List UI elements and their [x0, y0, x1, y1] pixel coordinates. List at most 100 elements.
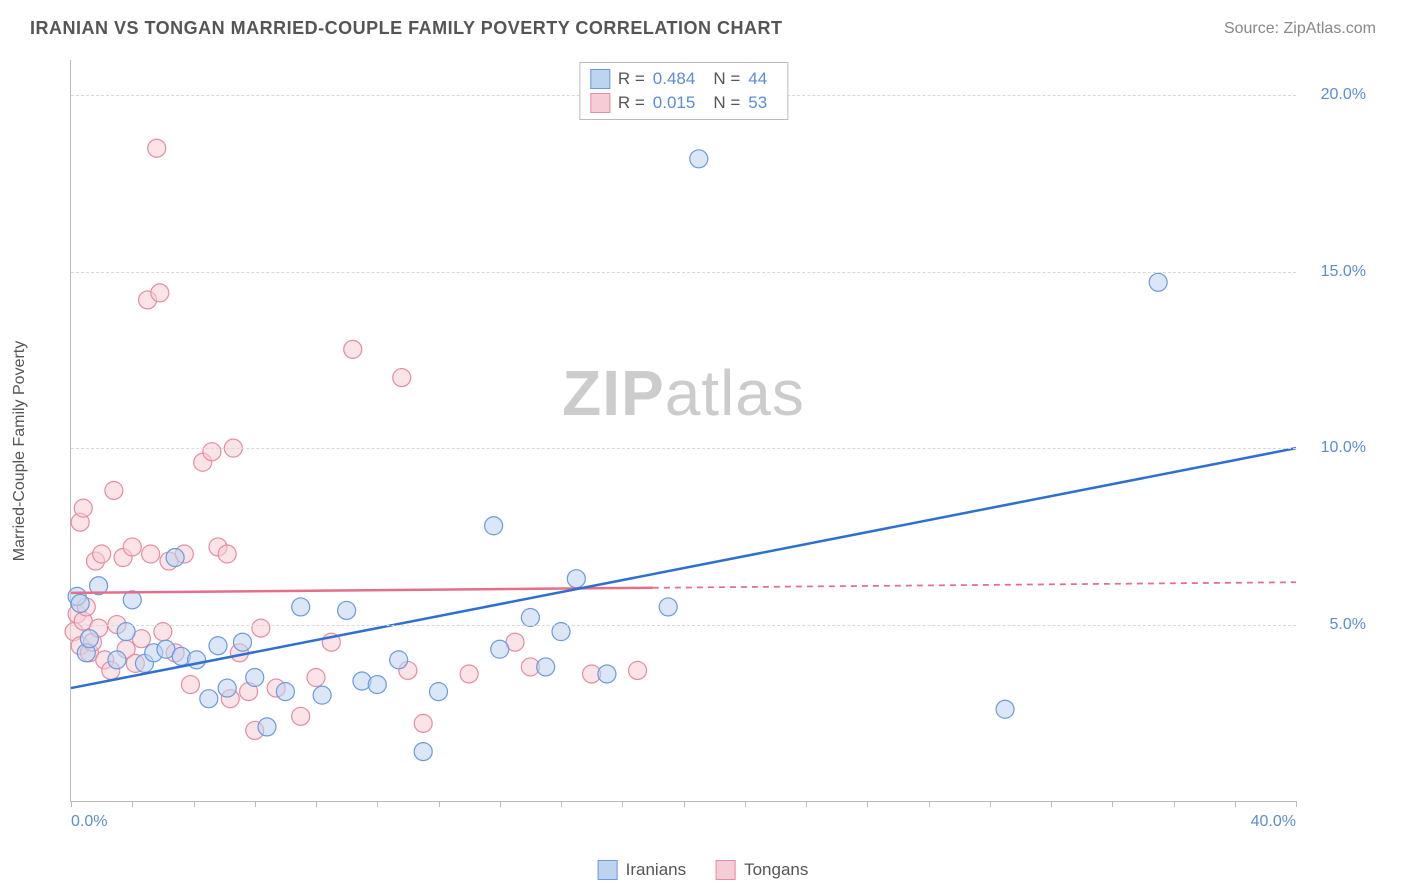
gridline [71, 448, 1296, 449]
data-point [460, 665, 478, 683]
data-point [181, 676, 199, 694]
gridline [71, 272, 1296, 273]
x-tick-mark [684, 801, 685, 807]
x-tick-mark [1112, 801, 1113, 807]
data-point [188, 651, 206, 669]
chart-title: IRANIAN VS TONGAN MARRIED-COUPLE FAMILY … [30, 18, 783, 39]
data-point [71, 594, 89, 612]
chart-svg [71, 60, 1296, 801]
n-value: 53 [748, 93, 767, 113]
legend-item-iranians: Iranians [598, 860, 686, 880]
x-tick-mark [1235, 801, 1236, 807]
swatch-tongans [716, 860, 736, 880]
x-tick-mark [867, 801, 868, 807]
n-value: 44 [748, 69, 767, 89]
data-point [258, 718, 276, 736]
swatch-icon [590, 93, 610, 113]
data-point [629, 661, 647, 679]
x-tick-mark [561, 801, 562, 807]
legend-series: Iranians Tongans [598, 860, 809, 880]
data-point [393, 369, 411, 387]
n-label: N = [713, 93, 740, 113]
data-point [430, 683, 448, 701]
x-tick-mark [377, 801, 378, 807]
r-value: 0.484 [653, 69, 696, 89]
data-point [292, 598, 310, 616]
data-point [80, 630, 98, 648]
data-point [368, 676, 386, 694]
data-point [148, 139, 166, 157]
data-point [108, 651, 126, 669]
data-point [74, 499, 92, 517]
data-point [246, 669, 264, 687]
r-label: R = [618, 69, 645, 89]
data-point [209, 637, 227, 655]
x-tick-mark [194, 801, 195, 807]
legend-correlation-row: R = 0.484 N = 44 [590, 67, 777, 91]
data-point [218, 679, 236, 697]
y-axis-title: Married-Couple Family Poverty [11, 341, 29, 562]
x-tick-mark [1174, 801, 1175, 807]
n-label: N = [713, 69, 740, 89]
gridline [71, 625, 1296, 626]
data-point [105, 481, 123, 499]
data-point [151, 284, 169, 302]
data-point [1149, 273, 1167, 291]
data-point [142, 545, 160, 563]
data-point [659, 598, 677, 616]
data-point [234, 633, 252, 651]
regression-line [653, 582, 1296, 588]
r-value: 0.015 [653, 93, 696, 113]
data-point [307, 669, 325, 687]
x-tick-mark [439, 801, 440, 807]
x-tick-mark [132, 801, 133, 807]
legend-correlation-row: R = 0.015 N = 53 [590, 91, 777, 115]
legend-label-tongans: Tongans [744, 860, 808, 880]
x-tick-mark [255, 801, 256, 807]
data-point [598, 665, 616, 683]
data-point [93, 545, 111, 563]
data-point [200, 690, 218, 708]
regression-line [71, 448, 1296, 688]
data-point [218, 545, 236, 563]
x-tick-mark [316, 801, 317, 807]
y-tick-label: 20.0% [1306, 86, 1366, 104]
legend-item-tongans: Tongans [716, 860, 808, 880]
data-point [166, 549, 184, 567]
data-point [123, 538, 141, 556]
data-point [485, 517, 503, 535]
legend-correlation: R = 0.484 N = 44 R = 0.015 N = 53 [579, 62, 788, 120]
y-tick-label: 5.0% [1306, 616, 1366, 634]
data-point [203, 443, 221, 461]
data-point [537, 658, 555, 676]
x-tick-label: 0.0% [71, 813, 107, 831]
y-tick-label: 10.0% [1306, 439, 1366, 457]
x-tick-mark [929, 801, 930, 807]
plot-outer: Married-Couple Family Poverty ZIPatlas R… [30, 60, 1376, 842]
swatch-icon [590, 69, 610, 89]
data-point [567, 570, 585, 588]
swatch-iranians [598, 860, 618, 880]
x-tick-mark [745, 801, 746, 807]
data-point [313, 686, 331, 704]
data-point [338, 601, 356, 619]
y-tick-label: 15.0% [1306, 263, 1366, 281]
data-point [292, 707, 310, 725]
x-tick-label: 40.0% [1251, 813, 1296, 831]
data-point [414, 743, 432, 761]
data-point [276, 683, 294, 701]
data-point [252, 619, 270, 637]
x-tick-mark [622, 801, 623, 807]
data-point [414, 714, 432, 732]
x-tick-mark [500, 801, 501, 807]
data-point [390, 651, 408, 669]
source-label: Source: ZipAtlas.com [1224, 20, 1376, 38]
data-point [491, 640, 509, 658]
r-label: R = [618, 93, 645, 113]
x-tick-mark [806, 801, 807, 807]
x-tick-mark [990, 801, 991, 807]
data-point [996, 700, 1014, 718]
plot-area: ZIPatlas R =0.484N =44R =0.015N =53 5.0%… [70, 60, 1296, 802]
x-tick-mark [1051, 801, 1052, 807]
data-point [690, 150, 708, 168]
